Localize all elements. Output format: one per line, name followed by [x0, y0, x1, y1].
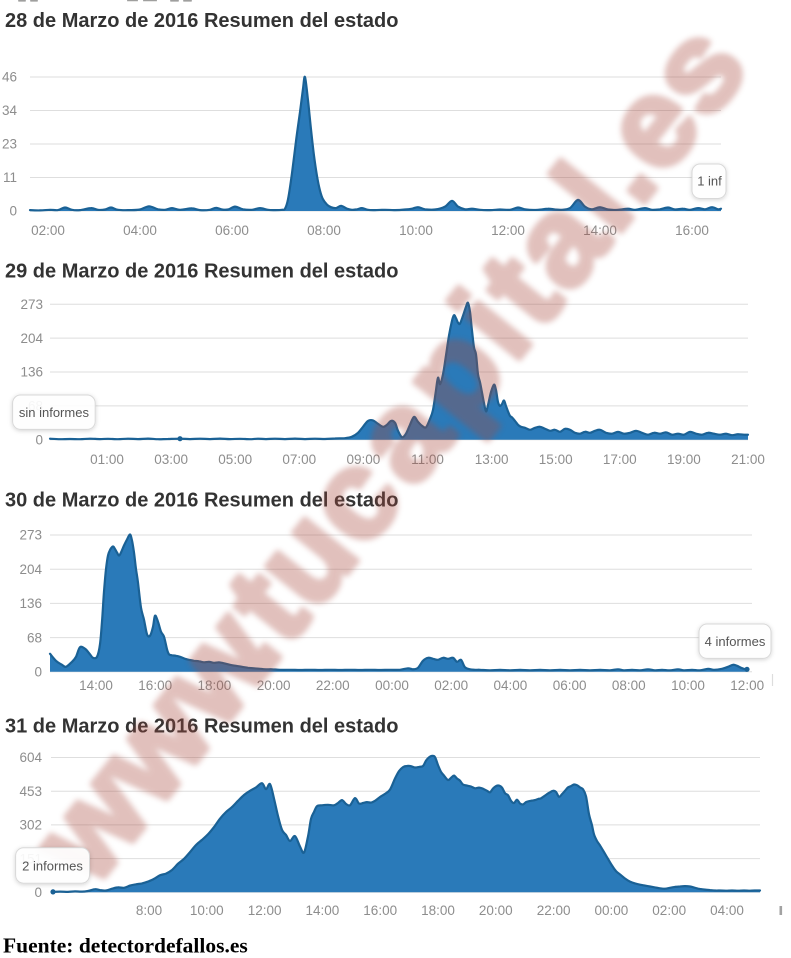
svg-text:05:00: 05:00 [218, 452, 252, 467]
svg-text:00:00: 00:00 [595, 903, 629, 918]
svg-text:34: 34 [2, 103, 18, 118]
svg-text:1 inf: 1 inf [697, 174, 722, 189]
svg-text:20:00: 20:00 [257, 678, 291, 693]
svg-text:4 informes: 4 informes [705, 634, 766, 649]
svg-text:02:00: 02:00 [434, 678, 468, 693]
svg-text:8:00: 8:00 [136, 903, 162, 918]
svg-text:136: 136 [20, 365, 43, 380]
svg-text:12:00: 12:00 [730, 678, 764, 693]
svg-text:06:00: 06:00 [215, 223, 249, 238]
svg-text:273: 273 [19, 528, 42, 543]
svg-text:28 de Marzo de 2016 Resumen de: 28 de Marzo de 2016 Resumen del estado [5, 10, 399, 32]
svg-text:10:00: 10:00 [399, 223, 433, 238]
svg-text:29 de Marzo de 2016 Resumen de: 29 de Marzo de 2016 Resumen del estado [5, 260, 399, 282]
svg-text:Fuente: detectordefallos.es: Fuente: detectordefallos.es [3, 934, 248, 958]
svg-text:01:00: 01:00 [90, 452, 124, 467]
svg-text:02:00: 02:00 [31, 223, 65, 238]
svg-text:2 informes: 2 informes [22, 859, 83, 874]
svg-text:11: 11 [3, 170, 17, 185]
svg-text:0: 0 [34, 885, 42, 900]
svg-text:11:00: 11:00 [411, 452, 444, 467]
svg-text:46: 46 [2, 70, 17, 85]
svg-text:136: 136 [19, 596, 42, 611]
svg-text:453: 453 [19, 784, 42, 799]
svg-text:08:00: 08:00 [307, 223, 341, 238]
svg-text:18:00: 18:00 [198, 678, 232, 693]
svg-text:16:00: 16:00 [675, 223, 709, 238]
svg-text:0: 0 [9, 204, 17, 219]
svg-text:18:00: 18:00 [421, 903, 455, 918]
svg-text:204: 204 [19, 562, 42, 577]
svg-text:12:00: 12:00 [248, 903, 282, 918]
svg-text:21:00: 21:00 [731, 452, 765, 467]
svg-text:08:00: 08:00 [612, 678, 646, 693]
svg-text:302: 302 [19, 818, 42, 833]
svg-text:sin informes: sin informes [19, 405, 90, 420]
svg-text:07:00: 07:00 [282, 452, 316, 467]
svg-text:20:00: 20:00 [479, 903, 513, 918]
svg-text:04:00: 04:00 [123, 223, 157, 238]
svg-text:12:00: 12:00 [491, 223, 525, 238]
svg-text:00:00: 00:00 [375, 678, 409, 693]
svg-text:16:00: 16:00 [138, 678, 172, 693]
svg-text:10:00: 10:00 [190, 903, 224, 918]
svg-text:10:00: 10:00 [671, 678, 705, 693]
svg-text:14:00: 14:00 [306, 903, 340, 918]
svg-text:06:00: 06:00 [553, 678, 587, 693]
svg-text:22:00: 22:00 [316, 678, 350, 693]
svg-text:13:00: 13:00 [475, 452, 509, 467]
svg-text:23: 23 [2, 137, 17, 152]
svg-text:0: 0 [34, 665, 42, 680]
svg-text:0: 0 [35, 432, 43, 447]
svg-text:604: 604 [19, 750, 42, 765]
svg-text:14:00: 14:00 [583, 223, 617, 238]
svg-text:15:00: 15:00 [539, 452, 573, 467]
svg-text:04:00: 04:00 [710, 903, 744, 918]
svg-text:16:00: 16:00 [363, 903, 397, 918]
svg-text:273: 273 [20, 297, 43, 312]
svg-text:19:00: 19:00 [667, 452, 701, 467]
svg-text:03:00: 03:00 [154, 452, 188, 467]
svg-text:30 de Marzo de 2016 Resumen de: 30 de Marzo de 2016 Resumen del estado [5, 489, 399, 511]
svg-text:17:00: 17:00 [603, 452, 637, 467]
svg-text:04:00: 04:00 [494, 678, 528, 693]
svg-text:14:00: 14:00 [79, 678, 113, 693]
svg-text:02:00: 02:00 [652, 903, 686, 918]
svg-text:68: 68 [27, 630, 42, 645]
svg-text:204: 204 [20, 331, 43, 346]
svg-text:22:00: 22:00 [537, 903, 571, 918]
svg-text:09:00: 09:00 [347, 452, 381, 467]
svg-text:31 de Marzo de 2016 Resumen de: 31 de Marzo de 2016 Resumen del estado [5, 715, 399, 737]
